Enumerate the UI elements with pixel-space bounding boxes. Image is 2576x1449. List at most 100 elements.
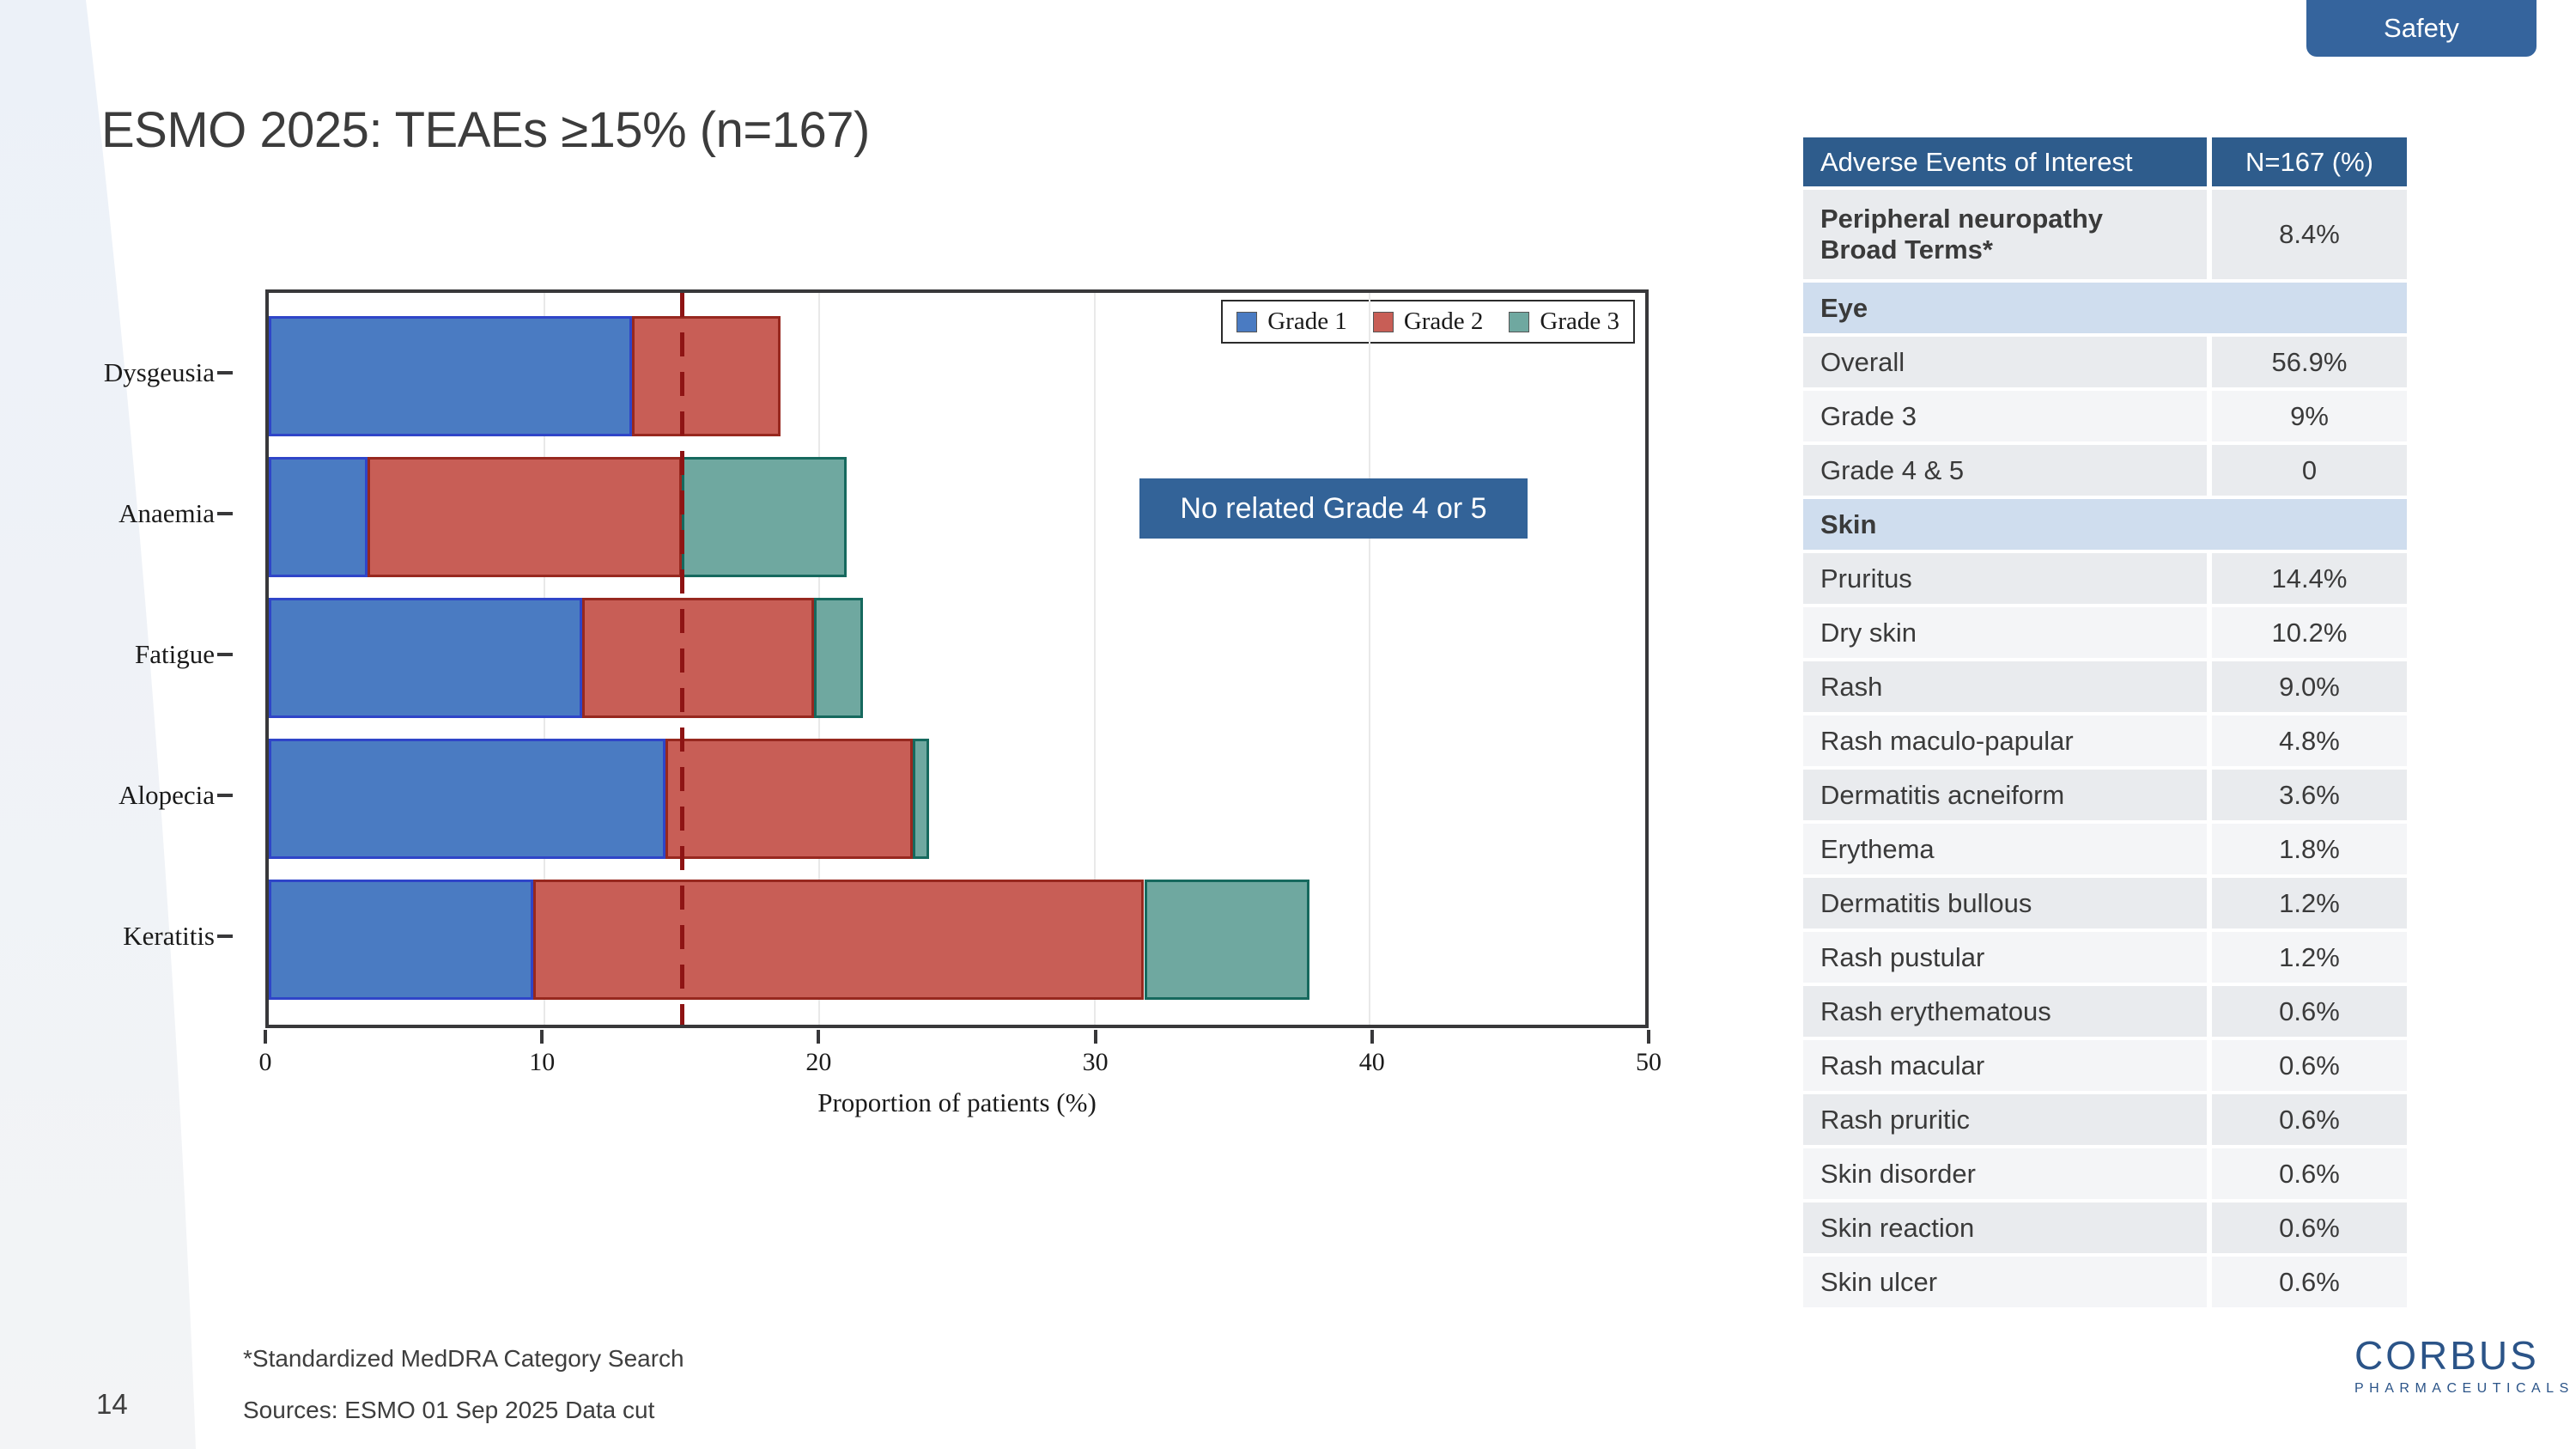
column-divider: [2207, 337, 2212, 387]
no-grade4or5-callout: No related Grade 4 or 5: [1139, 478, 1528, 539]
x-tick-label-50: 50: [1636, 1048, 1662, 1076]
ae-row-label: Dry skin: [1803, 607, 2207, 658]
footnote-sources: Sources: ESMO 01 Sep 2025 Data cut: [243, 1397, 655, 1423]
ae-row-label: Grade 4 & 5: [1803, 445, 2207, 496]
x-tick-label-0: 0: [258, 1048, 272, 1076]
ae-table-row: Skin reaction 0.6%: [1803, 1202, 2407, 1253]
legend-label: Grade 2: [1403, 307, 1484, 335]
category-label-dysgeusia: Dysgeusia: [103, 357, 215, 387]
legend-item-grade3: Grade 3: [1509, 307, 1619, 336]
ae-row-value: 0: [2212, 445, 2407, 496]
ae-table-row: Dry skin 10.2%: [1803, 607, 2407, 658]
ae-row-label: Skin ulcer: [1803, 1257, 2207, 1307]
footnote-meddra: *Standardized MedDRA Category Search: [243, 1345, 684, 1372]
ae-row-value: 4.8%: [2212, 715, 2407, 766]
x-tick-30: [1093, 1030, 1097, 1044]
ae-table-row: Dermatitis bullous 1.2%: [1803, 878, 2407, 928]
bar-fatigue-grade1: [269, 598, 583, 718]
column-divider: [2207, 986, 2212, 1037]
ae-table-row: Rash erythematous 0.6%: [1803, 986, 2407, 1037]
y-tick: [217, 512, 233, 515]
category-label-keratitis: Keratitis: [123, 921, 215, 951]
legend-item-grade1: Grade 1: [1236, 307, 1347, 336]
bar-keratitis-grade1: [269, 880, 533, 1000]
ae-row-label: Peripheral neuropathy Broad Terms*: [1803, 190, 2207, 279]
y-tick: [217, 935, 233, 938]
x-tick-label-20: 20: [805, 1048, 832, 1076]
ae-row-value: 0.6%: [2212, 1148, 2407, 1199]
ae-row-value: 1.2%: [2212, 932, 2407, 983]
column-divider: [2207, 445, 2212, 496]
column-divider: [2207, 190, 2212, 279]
y-tick: [217, 371, 233, 374]
chart-legend: Grade 1 Grade 2 Grade 3: [1221, 300, 1635, 344]
ae-row-value: 0.6%: [2212, 1202, 2407, 1253]
y-tick: [217, 794, 233, 797]
column-divider: [2207, 607, 2212, 658]
column-divider: [2207, 1148, 2212, 1199]
safety-tab: Safety: [2306, 0, 2537, 57]
bar-dysgeusia-grade1: [269, 316, 633, 436]
ae-row-value: 0.6%: [2212, 1040, 2407, 1091]
ae-row-value: 14.4%: [2212, 553, 2407, 604]
ae-table-row: Rash pruritic 0.6%: [1803, 1094, 2407, 1145]
category-label-anaemia: Anaemia: [118, 498, 215, 528]
bar-dysgeusia-grade2: [632, 316, 781, 436]
ae-row-value: 3.6%: [2212, 770, 2407, 820]
ae-row-label: Overall: [1803, 337, 2207, 387]
legend-swatch: [1372, 311, 1394, 332]
x-tick-label-40: 40: [1358, 1048, 1385, 1076]
column-divider: [2207, 1202, 2212, 1253]
bar-anaemia-grade1: [269, 457, 368, 577]
ae-table-row: Rash macular 0.6%: [1803, 1040, 2407, 1091]
x-tick-label-30: 30: [1082, 1048, 1109, 1076]
ae-row-label: Rash erythematous: [1803, 986, 2207, 1037]
logo-subtitle: PHARMACEUTICALS: [2354, 1381, 2574, 1396]
ae-table-section-skin: Skin: [1803, 499, 2407, 550]
ae-row-label: Erythema: [1803, 824, 2207, 874]
column-divider: [2207, 878, 2212, 928]
column-divider: [2207, 824, 2212, 874]
y-axis-labels: Dysgeusia Anaemia Fatigue Alopecia Keratitis: [0, 289, 233, 1028]
ae-table-row: Rash 9.0%: [1803, 661, 2407, 712]
x-tick-10: [540, 1030, 544, 1044]
bar-anaemia-grade2: [368, 457, 682, 577]
ae-table-row: Peripheral neuropathy Broad Terms* 8.4%: [1803, 190, 2407, 279]
gridline-40: [1369, 293, 1371, 1025]
ae-row-value: 1.2%: [2212, 878, 2407, 928]
ae-row-label: Dermatitis acneiform: [1803, 770, 2207, 820]
page-number: 14: [96, 1388, 128, 1420]
ae-row-label: Skin reaction: [1803, 1202, 2207, 1253]
ae-table-header-value: N=167 (%): [2212, 137, 2407, 186]
ae-row-label: Rash pustular: [1803, 932, 2207, 983]
bar-keratitis-grade2: [532, 880, 1145, 1000]
column-divider: [2207, 661, 2212, 712]
column-divider: [2207, 770, 2212, 820]
ae-row-label: Grade 3: [1803, 391, 2207, 441]
x-tick-label-10: 10: [529, 1048, 556, 1076]
category-label-fatigue: Fatigue: [135, 639, 215, 669]
ae-row-value: 1.8%: [2212, 824, 2407, 874]
page-title: ESMO 2025: TEAEs ≥15% (n=167): [101, 102, 870, 158]
reference-line-15pct: [679, 293, 684, 1025]
legend-item-grade2: Grade 2: [1372, 307, 1484, 336]
ae-table-row: Dermatitis acneiform 3.6%: [1803, 770, 2407, 820]
ae-row-value: 56.9%: [2212, 337, 2407, 387]
ae-row-value: 9%: [2212, 391, 2407, 441]
ae-table-row: Pruritus 14.4%: [1803, 553, 2407, 604]
bar-anaemia-grade3: [681, 457, 848, 577]
legend-label: Grade 3: [1540, 307, 1619, 335]
category-label-alopecia: Alopecia: [118, 780, 215, 810]
ae-row-label: Dermatitis bullous: [1803, 878, 2207, 928]
ae-table-row: Grade 3 9%: [1803, 391, 2407, 441]
column-divider: [2207, 553, 2212, 604]
ae-row-value: 9.0%: [2212, 661, 2407, 712]
ae-row-value: 0.6%: [2212, 1257, 2407, 1307]
ae-table-row: Skin ulcer 0.6%: [1803, 1257, 2407, 1307]
bar-keratitis-grade3: [1144, 880, 1309, 1000]
corbus-logo: CORBUS PHARMACEUTICALS: [2354, 1330, 2569, 1441]
bar-alopecia-grade3: [913, 739, 930, 859]
ae-row-label: Pruritus: [1803, 553, 2207, 604]
ae-row-label: Rash: [1803, 661, 2207, 712]
